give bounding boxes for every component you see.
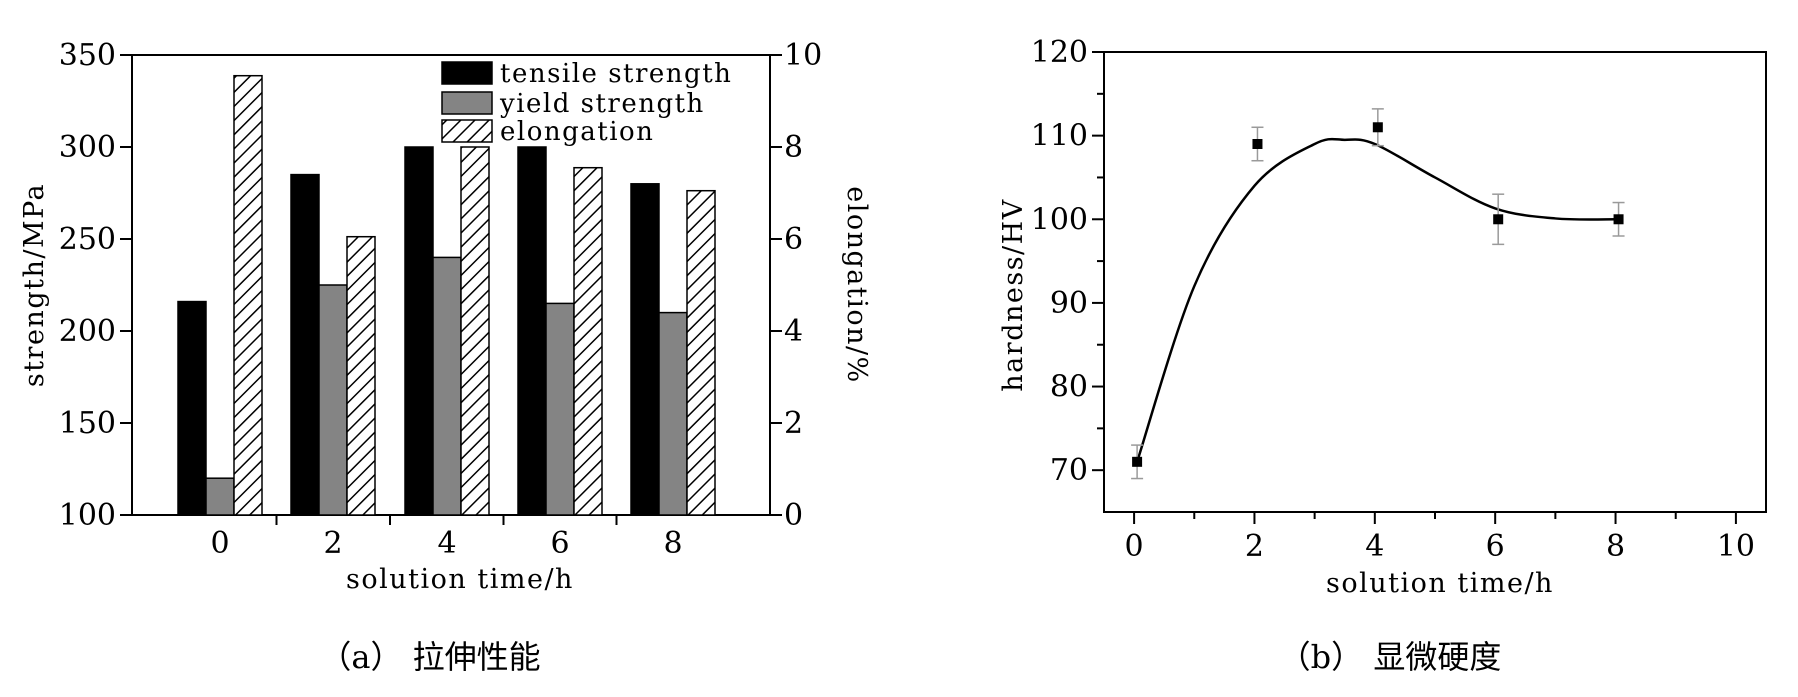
- bar-elongation-0: [233, 74, 263, 516]
- y-tick-label: 100: [1031, 202, 1088, 237]
- data-point-1: [1252, 139, 1263, 149]
- x-tick-label: 0: [1125, 529, 1144, 564]
- right-tick-label: 4: [784, 314, 803, 349]
- panel-a-tensile-properties: 100 150 200 250 300 350 0 2 4 6 8 10 0 2 4 6 8 solutio…: [19, 38, 872, 676]
- legend-label-elongation: elongation: [500, 117, 654, 147]
- right-tick-label: 6: [784, 222, 803, 257]
- legend-label-tensile: tensile strength: [500, 59, 732, 89]
- legend-swatch-elongation: [441, 119, 493, 143]
- legend-swatch-tensile: [441, 61, 493, 85]
- bar-yield-2: [318, 284, 348, 516]
- panel-a-left-axis-ticks: 100 150 200 250 300 350: [59, 38, 132, 533]
- panel-b-fit-curve: [1135, 137, 1619, 463]
- bar-yield-8: [658, 311, 688, 516]
- legend-swatch-yield: [441, 91, 493, 115]
- bar-tensile-6: [517, 146, 547, 516]
- panel-b-caption: （b） 显微硬度: [1279, 638, 1502, 676]
- y-tick-label: 70: [1050, 453, 1088, 488]
- x-tick-label: 10: [1717, 529, 1755, 564]
- bar-elongation-4: [460, 146, 490, 516]
- panel-b-x-axis-title: solution time/h: [1326, 568, 1554, 599]
- data-point-2: [1372, 122, 1383, 133]
- panel-b-plot-frame: [1103, 51, 1767, 513]
- x-tick-label: 6: [1486, 529, 1505, 564]
- bar-tensile-8: [630, 183, 660, 516]
- right-tick-label: 10: [784, 38, 822, 73]
- bar-elongation-6: [573, 166, 603, 516]
- bar-yield-4: [432, 256, 462, 516]
- y-tick-label: 120: [1031, 35, 1088, 70]
- bar-elongation-8: [686, 189, 716, 516]
- right-tick-label: 2: [784, 406, 803, 441]
- bar-yield-6: [545, 302, 575, 516]
- y-tick-label: 90: [1050, 286, 1088, 321]
- bar-tensile-2: [290, 173, 320, 516]
- y-tick-label: 80: [1050, 370, 1088, 405]
- bar-tensile-0: [177, 300, 207, 516]
- bar-yield-0: [205, 477, 235, 516]
- panel-a-x-axis-ticks: 0 2 4 6 8: [210, 515, 683, 561]
- panel-a-bars: [177, 74, 716, 516]
- panel-b-y-axis-title: hardness/HV: [998, 198, 1029, 391]
- left-tick-label: 100: [59, 498, 116, 533]
- left-tick-label: 300: [59, 130, 116, 165]
- panel-b-y-axis-ticks: 70 80 90 100 110 120: [1031, 35, 1104, 488]
- y-tick-label: 110: [1031, 119, 1088, 154]
- bar-tensile-4: [404, 146, 434, 516]
- panel-a-left-axis-title: strength/MPa: [19, 183, 50, 387]
- panel-b-data-points: [1131, 108, 1625, 480]
- left-tick-label: 350: [59, 38, 116, 73]
- x-tick-label: 2: [323, 526, 342, 561]
- right-tick-label: 8: [784, 130, 803, 165]
- panel-b-x-axis-ticks: 0 2 4 6 8 10: [1125, 512, 1755, 564]
- legend-label-yield: yield strength: [499, 89, 705, 119]
- panel-a-right-axis-ticks: 0 2 4 6 8 10: [770, 38, 822, 533]
- panel-a-x-axis-title: solution time/h: [346, 564, 574, 595]
- data-point-4: [1613, 214, 1624, 225]
- panel-a-caption: （a） 拉伸性能: [319, 638, 540, 676]
- bar-elongation-2: [346, 235, 376, 516]
- left-tick-label: 150: [59, 406, 116, 441]
- left-tick-label: 250: [59, 222, 116, 257]
- data-point-3: [1493, 214, 1504, 225]
- x-tick-label: 8: [663, 526, 682, 561]
- right-tick-label: 0: [784, 498, 803, 533]
- panel-a-right-axis-title: elongation/%: [841, 186, 872, 384]
- left-tick-label: 200: [59, 314, 116, 349]
- x-tick-label: 0: [210, 526, 229, 561]
- x-tick-label: 2: [1245, 529, 1264, 564]
- data-point-0: [1132, 456, 1143, 467]
- x-tick-label: 4: [1365, 529, 1384, 564]
- x-tick-label: 4: [437, 526, 456, 561]
- x-tick-label: 8: [1606, 529, 1625, 564]
- x-tick-label: 6: [550, 526, 569, 561]
